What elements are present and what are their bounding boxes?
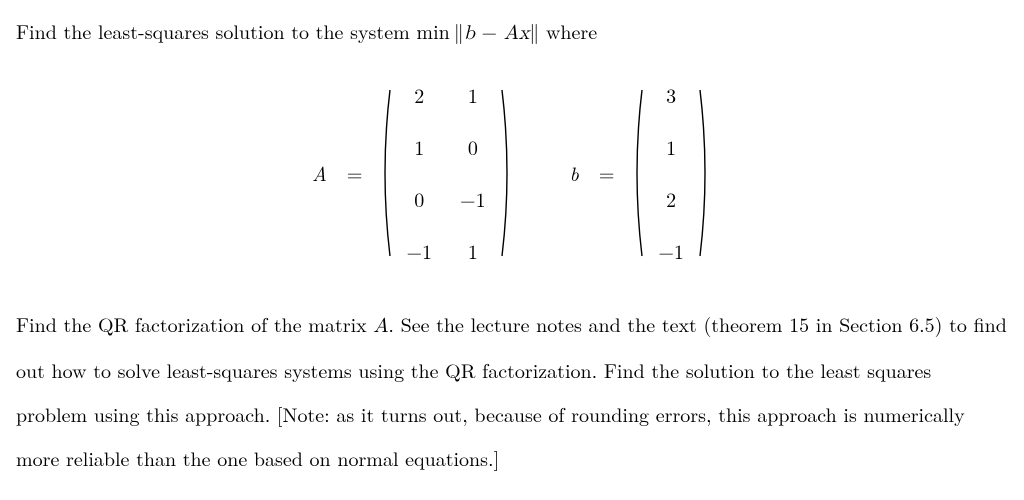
right-paren-icon [698,72,712,274]
matrix-cell: −1 [460,184,486,214]
vector-b-label: b [570,158,579,188]
matrix-cell: 2 [414,80,424,110]
matrix-display: A = 2 1 1 0 0 −1 −1 1 b = 3 1 2 −1 [16,72,1008,274]
matrix-A-content: 2 1 1 0 0 −1 −1 1 [392,72,499,274]
matrix-cell: 1 [414,132,424,162]
vector-cell: −1 [658,236,684,266]
matrix-A-label: A [312,158,327,188]
matrix-cell: 1 [468,80,478,110]
vector-cell: 2 [666,184,676,214]
matrix-cell: 1 [468,236,478,266]
problem-intro: Find the least-squares solution to the s… [16,16,1008,48]
body-part-1: Find the QR factorization of the matrix [16,309,373,338]
min-expression: min ∥b − Ax∥ [416,23,539,43]
var-b: b [464,23,475,43]
intro-suffix: where [539,16,597,45]
vector-b-content: 3 1 2 −1 [644,72,698,274]
norm-close: ∥ [529,23,539,43]
b-equals: = [599,158,615,188]
norm-open: ∥ [454,23,464,43]
body-var-A: A [373,316,388,336]
vector-cell: 3 [666,80,676,110]
left-paren-icon [630,72,644,274]
intro-prefix: Find the least-squares solution to the s… [16,16,416,45]
vector-b-wrapper: 3 1 2 −1 [630,72,712,274]
min-word: min [416,23,449,43]
A-equals: = [347,158,363,188]
matrix-cell: −1 [406,236,432,266]
minus-sign: − [475,23,504,43]
left-paren-icon [378,72,392,274]
var-Ax: Ax [504,23,530,43]
problem-body: Find the QR factorization of the matrix … [16,302,1008,480]
matrix-cell: 0 [468,132,478,162]
vector-cell: 1 [666,132,676,162]
matrix-A-wrapper: 2 1 1 0 0 −1 −1 1 [378,72,513,274]
right-paren-icon [500,72,514,274]
matrix-cell: 0 [414,184,424,214]
